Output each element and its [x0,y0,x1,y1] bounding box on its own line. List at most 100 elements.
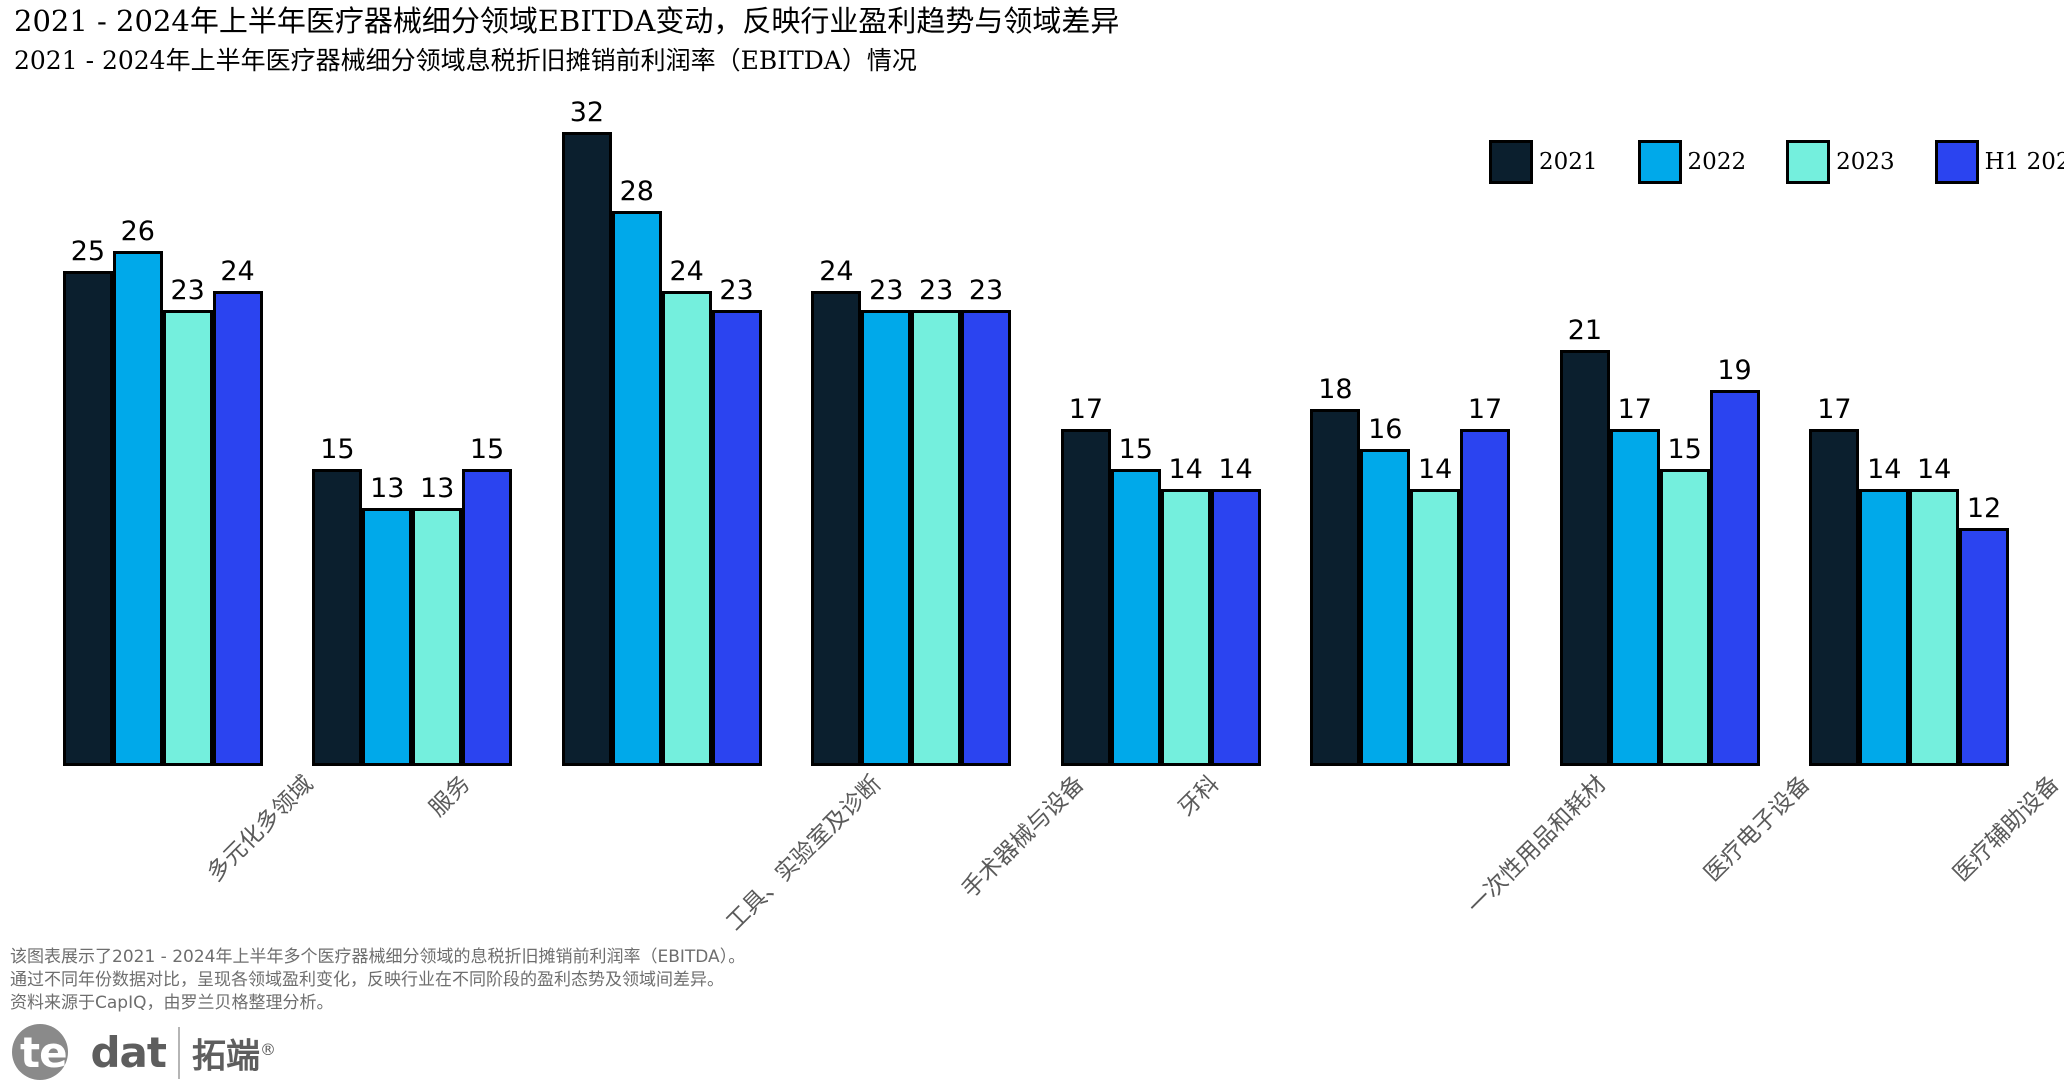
bar-column: 24 [661,86,712,766]
bar-value-label: 23 [719,275,754,307]
logo-chinese-name: 拓端® [192,1022,276,1084]
bar[interactable] [811,290,862,766]
title-block: 2021 - 2024年上半年医疗器械细分领域EBITDA变动，反映行业盈利趋势… [14,2,1119,79]
bar[interactable] [412,508,463,766]
bar-value-label: 24 [669,255,704,287]
bar[interactable] [711,310,762,766]
bar-value-label: 15 [1667,433,1702,465]
bar[interactable] [1659,468,1710,766]
tecdat-logo: tecdat 拓端® [12,1024,276,1082]
bar-value-label: 21 [1567,314,1603,346]
legend-label: 2023 [1836,149,1895,175]
bar-column: 28 [611,86,662,766]
bar-value-label: 23 [968,275,1004,307]
bar-group: 21 17 15 19 [1559,86,1760,766]
footnote-line-3: 资料来源于CapIQ，由罗兰贝格整理分析。 [10,993,334,1013]
bar-column: 23 [861,86,912,766]
bar[interactable] [362,508,413,766]
legend-item-2021[interactable]: 2021 [1489,140,1638,184]
page-subtitle: 2021 - 2024年上半年医疗器械细分领域息税折旧摊销前利润率（EBITDA… [14,46,917,75]
bar-value-label: 32 [569,97,605,128]
x-tick-label: 手术器械与设备 [957,770,1090,904]
logo-wordmark: tecdat [20,1025,167,1081]
bar[interactable] [1609,429,1660,766]
bar-group: 25 26 23 24 [62,86,263,766]
bar[interactable] [1460,429,1511,766]
x-tick-label: 服务 [424,770,476,822]
bar[interactable] [1160,488,1211,766]
bar-column: 24 [212,86,263,766]
legend-item-h1-2024[interactable]: H1 2024 [1934,140,2064,184]
bar-column: 15 [312,86,363,766]
bar-value-label: 24 [819,255,854,287]
bar[interactable] [661,290,712,766]
bar-value-label: 24 [220,255,255,287]
bar-column: 15 [1659,86,1710,766]
bar-column: 23 [911,86,962,766]
logo-wordmark-gray: dat [90,1028,166,1077]
bar[interactable] [861,310,912,766]
bar-value-label: 15 [1118,433,1153,465]
bar-column: 13 [412,86,463,766]
legend-item-2022[interactable]: 2022 [1637,140,1787,184]
bar[interactable] [1060,429,1111,766]
bar-column: 14 [1410,86,1461,766]
bar-column: 14 [1160,86,1211,766]
bar[interactable] [1310,409,1361,766]
bar-column: 17 [1809,86,1860,766]
bar[interactable] [162,310,213,766]
logo-divider [177,1027,180,1079]
bar-column: 14 [1210,86,1261,766]
bar[interactable] [1210,488,1261,766]
bar-group: 15 13 13 15 [312,86,513,766]
bar[interactable] [1559,349,1610,766]
bar[interactable] [961,310,1012,766]
bar-value-label: 12 [1966,493,2002,525]
legend-label: 2022 [1687,149,1747,175]
bar-value-label: 25 [70,235,106,267]
x-axis-tick-labels: 多元化多领域 服务 工具、实验室及诊断 手术器械与设备 牙科 一次性用品和耗材 医疗电子设备… [0,766,2064,956]
logo-registered-mark: ® [259,1039,276,1059]
bar[interactable] [462,468,513,766]
bar-value-label: 19 [1717,354,1752,386]
bar[interactable] [1709,389,1760,766]
bar[interactable] [611,211,662,766]
bar[interactable] [561,132,612,766]
bar[interactable] [1909,488,1960,766]
bar[interactable] [1410,488,1461,766]
bar-column: 19 [1709,86,1760,766]
bar[interactable] [312,468,363,766]
bar[interactable] [212,290,263,766]
legend-item-2023[interactable]: 2023 [1786,140,1935,184]
bar[interactable] [112,250,163,766]
x-tick-label: 一次性用品和耗材 [1463,770,1612,920]
bar[interactable] [1360,449,1411,766]
bar-column: 15 [462,86,513,766]
bar[interactable] [1809,429,1860,766]
legend-swatch-icon [1637,140,1682,184]
bar-value-label: 15 [469,433,505,465]
bar[interactable] [1110,468,1161,766]
footnote-line-2: 通过不同年份数据对比，呈现各领域盈利变化，反映行业在不同阶段的盈利态势及领域间差… [10,970,724,990]
x-tick-label: 医疗电子设备 [1699,770,1816,887]
bar-value-label: 13 [419,473,455,505]
logo-wordmark-white: tec [20,1028,91,1077]
bar[interactable] [911,310,962,766]
bar[interactable] [62,270,113,766]
bar-column: 15 [1110,86,1161,766]
bar-group: 17 14 14 12 [1809,86,2010,766]
bar-column: 32 [561,86,612,766]
bar-column: 17 [1460,86,1511,766]
bar-value-label: 14 [1218,453,1253,485]
bar-column: 23 [961,86,1012,766]
bar-column: 25 [62,86,113,766]
bar-column: 23 [711,86,762,766]
bar-group: 18 16 14 17 [1310,86,1511,766]
bar-value-label: 15 [320,433,355,465]
legend-label: H1 2024 [1984,149,2064,175]
bar-value-label: 13 [370,473,405,505]
legend-swatch-icon [1489,140,1533,184]
bar[interactable] [1859,488,1910,766]
chart-legend: 2021 2022 2023 H1 2024 [1489,140,2064,184]
bar[interactable] [1959,528,2010,766]
